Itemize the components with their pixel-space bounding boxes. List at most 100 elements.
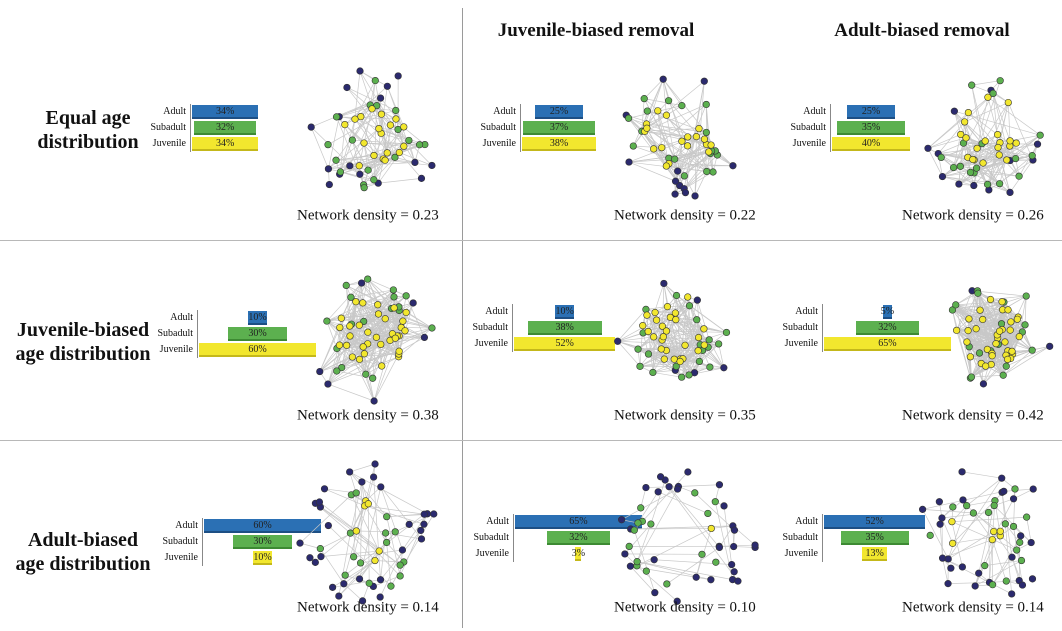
adult-node [621,550,629,558]
adult-node [656,473,665,481]
subadult-node [644,350,653,358]
network-edge [349,302,364,337]
subadult-node [1009,522,1018,531]
network-edge [999,155,1033,184]
network-edge [326,320,350,327]
subadult-node [672,362,680,370]
network-edge [617,309,647,342]
adult-node [674,485,682,493]
adult-node [955,180,963,188]
subadult-node [989,89,997,98]
juvenile-node [644,327,652,336]
column-title-adult-removal: Adult-biased removal [834,20,1010,41]
network-edge [1003,346,1050,376]
adult-node [935,498,943,506]
network-edge [956,330,971,379]
network-edge [378,128,420,146]
adult-node [626,562,635,570]
adult-node [936,520,944,528]
network-edge [952,309,1003,330]
adult-node [358,597,367,605]
adult-node [642,483,650,492]
juvenile-node [401,327,409,335]
adult-node [975,569,983,577]
subadult-node [1036,131,1044,139]
age-label-juvenile: Juvenile [784,548,818,559]
network-edge [1013,488,1034,500]
adult-node [707,576,715,584]
network-edge [381,132,420,146]
juvenile-node [399,317,407,325]
juvenile-node [684,133,692,141]
age-label-subadult: Subadult [157,328,193,339]
subadult-node [360,184,368,192]
network-edge [344,500,367,576]
subadult-node [402,292,410,300]
row-title-adult-line1: Adult-biased [27,529,139,551]
subadult-node [356,559,365,567]
juvenile-node [371,556,379,565]
bar-adult: 34% [192,105,259,119]
age-label-juvenile: Juvenile [784,338,818,349]
juvenile-node [963,338,971,346]
adult-node [734,577,742,585]
juvenile-node [681,341,689,349]
juvenile-node [695,125,703,133]
network-edge [968,309,1003,320]
juvenile-node [400,123,408,131]
network-edge [992,93,1011,141]
age-label-juvenile: Juvenile [482,138,516,149]
network-edge [386,542,405,563]
adult-node [324,521,332,530]
juvenile-node [659,333,667,341]
network-graph [296,460,438,605]
network-edge [964,102,1009,123]
adult-node [918,505,927,513]
bar-subadult: 38% [527,321,602,335]
network-edge [367,503,370,584]
adult-node [355,575,364,583]
adult-node [938,172,947,181]
network-edge [979,309,1018,320]
bar-juvenile: 60% [199,343,316,357]
network-edge [326,282,362,322]
juvenile-node [700,341,708,349]
network-edge [645,306,668,310]
age-label-juvenile: Juvenile [164,552,198,563]
network-edge [341,297,352,319]
network-edge [346,333,393,346]
adult-node [356,170,364,178]
adult-node [651,589,659,597]
age-label-juvenile: Juvenile [792,138,826,149]
bar-value-adult: 10% [555,306,574,317]
network-edge [630,565,656,593]
network-edge [637,561,733,580]
bar-value-juvenile: 3% [571,548,586,559]
network-edge [675,319,705,330]
juvenile-node [979,315,987,324]
network-edge [646,79,664,129]
subadult-node [693,316,701,324]
network-edge [363,108,373,144]
network-edge [380,486,403,551]
adult-node [1046,342,1054,350]
network-edge [380,97,405,128]
adult-node [394,72,402,80]
juvenile-node [988,352,996,360]
network-edge [983,159,1007,164]
juvenile-node [352,527,360,535]
network-edge [676,295,699,338]
network-edge [667,305,690,307]
subadult-node [948,306,957,314]
network-edge [999,142,1016,159]
network-edge [997,134,1034,161]
network-edge [402,513,428,551]
bar-value-adult: 25% [549,106,569,117]
juvenile-node [994,143,1002,152]
network-edge [299,494,352,544]
bar-juvenile: 13% [862,547,888,561]
juvenile-node [1001,338,1009,346]
subadult-node [974,289,982,297]
network-edge [376,337,400,352]
network-edge [385,532,422,540]
